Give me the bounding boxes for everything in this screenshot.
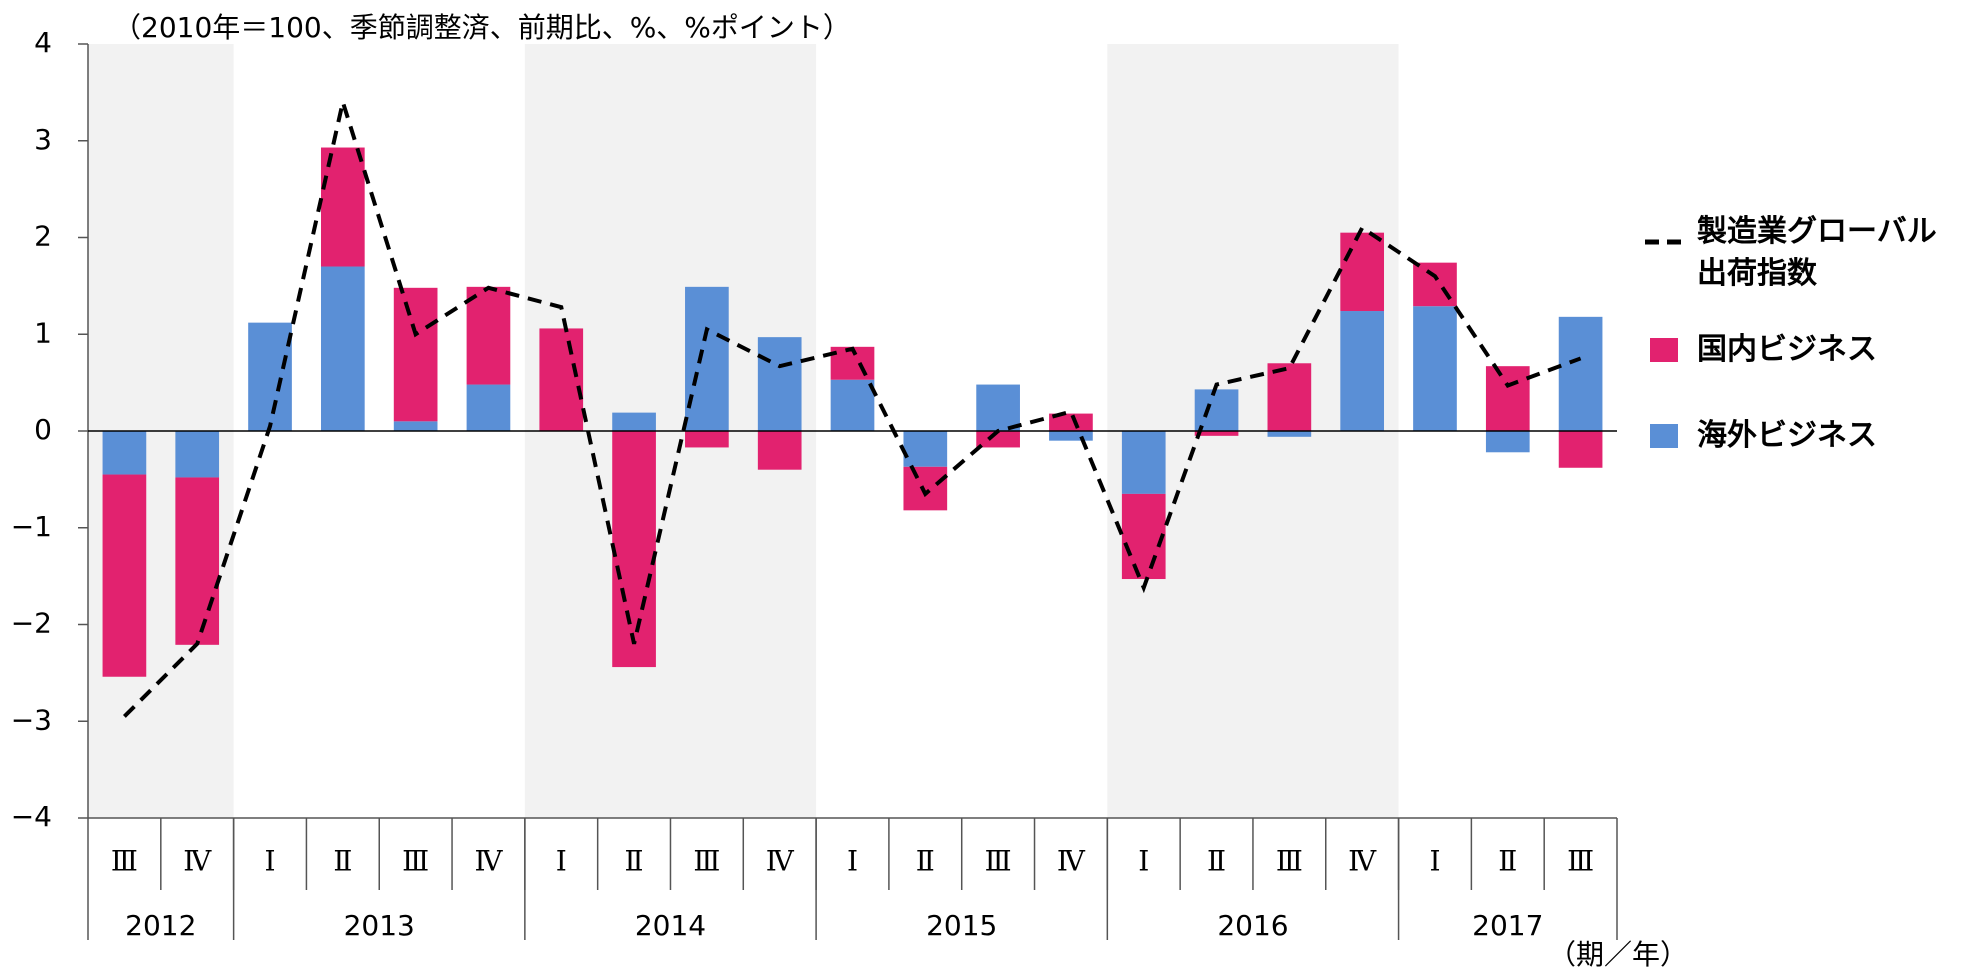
bar: [612, 412, 656, 431]
bar: [757, 431, 802, 470]
bars: [102, 147, 1603, 677]
bar: [466, 384, 511, 431]
bar: [102, 474, 147, 677]
x-tick-label: Ⅲ: [1567, 845, 1594, 878]
bar: [1558, 431, 1603, 468]
bar: [685, 286, 729, 431]
bar: [1485, 431, 1530, 453]
year-label: 2015: [926, 909, 997, 942]
bar: [466, 286, 511, 385]
bar: [393, 421, 438, 431]
y-tick-label: −1: [11, 510, 52, 543]
bar: [1558, 316, 1603, 431]
x-tick-label: Ⅳ: [183, 845, 212, 878]
bar: [976, 431, 1020, 448]
x-tick-label: Ⅰ: [847, 845, 858, 878]
bar: [757, 337, 802, 431]
x-tick-label: Ⅲ: [111, 845, 138, 878]
x-tick-label: Ⅰ: [1429, 845, 1440, 878]
bar: [830, 379, 875, 431]
y-tick-label: 0: [34, 413, 52, 446]
legend-swatch: [1650, 424, 1678, 448]
x-tick-label: Ⅲ: [402, 845, 429, 878]
bar: [903, 466, 948, 511]
y-tick-label: −2: [11, 607, 52, 640]
x-tick-label: Ⅱ: [1207, 845, 1226, 878]
bar: [102, 431, 147, 475]
x-tick-label: Ⅲ: [1276, 845, 1303, 878]
year-label: 2016: [1217, 909, 1288, 942]
x-tick-label: Ⅳ: [1057, 845, 1086, 878]
bar: [175, 477, 220, 645]
bar: [1413, 262, 1457, 307]
year-label: 2012: [125, 909, 196, 942]
chart-subtitle: （2010年＝100、季節調整済、前期比、%、%ポイント）: [113, 11, 851, 44]
year-label: 2014: [635, 909, 706, 942]
bar: [1121, 493, 1166, 580]
x-tick-label: Ⅰ: [264, 845, 275, 878]
x-tick-label: Ⅲ: [693, 845, 720, 878]
x-tick-label: Ⅳ: [1348, 845, 1377, 878]
y-tick-label: 2: [34, 220, 52, 253]
legend-label: 製造業グローバル出荷指数: [1697, 214, 1937, 291]
bar: [175, 431, 220, 478]
x-tick-label: Ⅱ: [916, 845, 935, 878]
year-label: 2013: [344, 909, 415, 942]
bar: [320, 147, 365, 267]
y-tick-label: −3: [11, 703, 52, 736]
bar: [1194, 431, 1239, 436]
bar: [612, 431, 656, 668]
x-axis-label: （期／年）: [1548, 938, 1688, 971]
bar: [1194, 389, 1239, 431]
x-tick-label: Ⅰ: [556, 845, 567, 878]
bar: [539, 328, 584, 431]
bar: [248, 322, 292, 431]
bar: [393, 287, 438, 422]
bar: [1485, 366, 1530, 431]
x-tick-label: Ⅱ: [625, 845, 644, 878]
line: [122, 94, 1582, 718]
x-tick-label: Ⅱ: [333, 845, 352, 878]
bar: [1267, 363, 1312, 431]
bar: [1340, 232, 1385, 312]
legend-swatch: [1650, 338, 1678, 362]
bar: [1049, 431, 1093, 441]
legend-label: 国内ビジネス: [1697, 332, 1877, 367]
bar: [320, 266, 365, 431]
bar: [1049, 413, 1093, 431]
bar: [1267, 431, 1312, 437]
year-label: 2017: [1472, 909, 1543, 942]
bar: [1121, 431, 1166, 494]
x-tick-label: Ⅱ: [1498, 845, 1517, 878]
x-tick-label: Ⅳ: [766, 845, 795, 878]
bar: [976, 384, 1020, 431]
x-tick-label: Ⅳ: [474, 845, 503, 878]
bar: [685, 431, 729, 448]
x-tick-label: Ⅰ: [1138, 845, 1149, 878]
y-tick-label: 1: [34, 316, 52, 349]
bar: [903, 431, 948, 467]
bar: [1413, 306, 1457, 431]
y-tick-label: 3: [34, 123, 52, 156]
bar: [1340, 311, 1385, 431]
x-tick-label: Ⅲ: [985, 845, 1012, 878]
y-tick-label: 4: [34, 26, 52, 59]
y-tick-label: −4: [11, 800, 52, 833]
legend-label: 海外ビジネス: [1697, 418, 1877, 453]
